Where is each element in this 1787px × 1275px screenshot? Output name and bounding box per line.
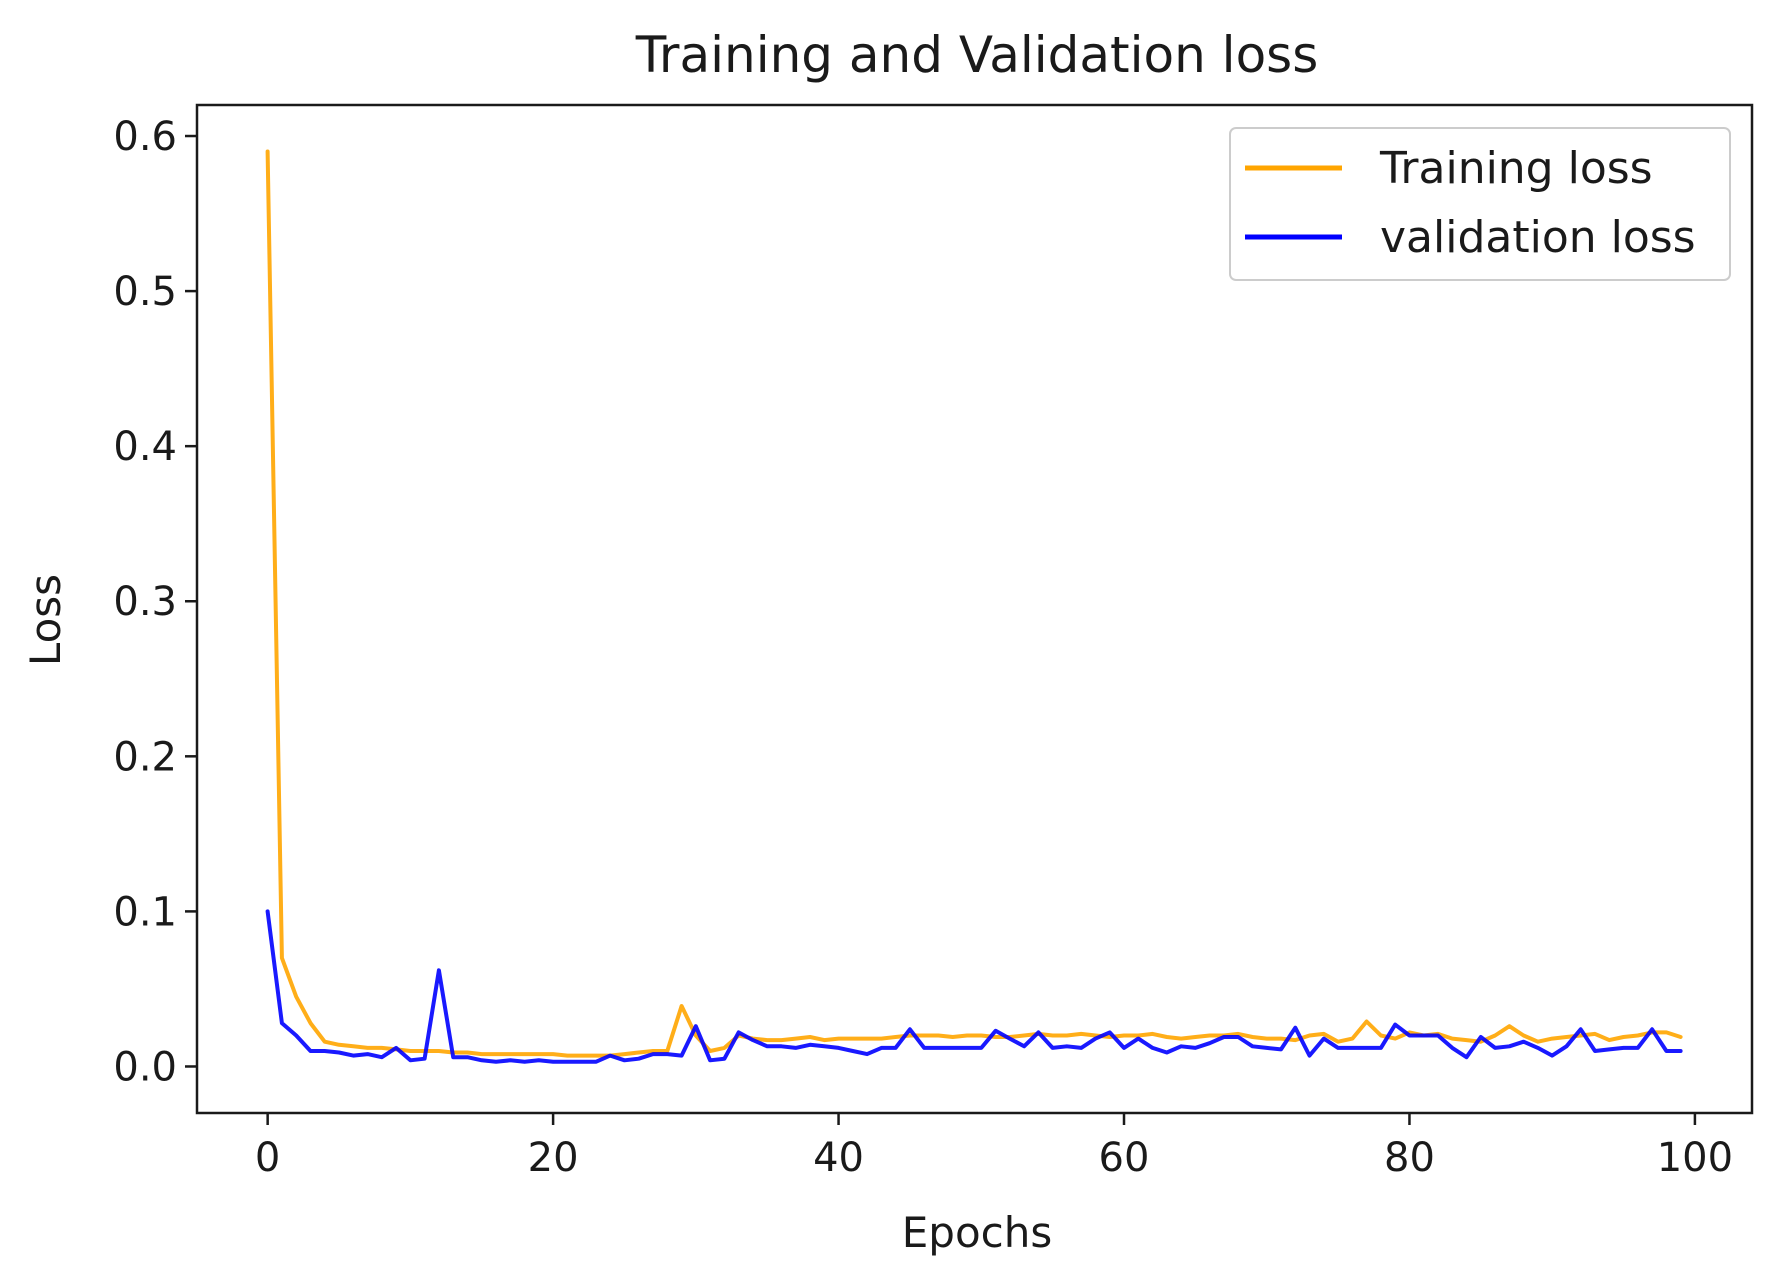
- x-tick-label: 100: [1657, 1135, 1733, 1181]
- validation-loss-line: [265, 909, 1683, 1064]
- y-axis: 0.0 0.1 0.2 0.3 0.4 0.5 0.6: [113, 114, 197, 1090]
- x-tick-label: 40: [813, 1135, 864, 1181]
- legend-box: [1229, 127, 1731, 281]
- x-axis: 0 20 40 60 80 100: [255, 1113, 1733, 1181]
- y-tick-label: 0.1: [113, 889, 177, 935]
- x-tick-label: 60: [1099, 1135, 1150, 1181]
- legend-label-training: Training loss: [1379, 143, 1653, 194]
- y-axis-label: Loss: [21, 574, 70, 666]
- x-tick-label: 20: [528, 1135, 579, 1181]
- y-tick-label: 0.4: [113, 424, 177, 470]
- y-tick-label: 0.6: [113, 114, 177, 160]
- legend-label-validation: validation loss: [1380, 212, 1696, 263]
- x-axis-label: Epochs: [902, 1208, 1053, 1257]
- chart-title: Training and Validation loss: [635, 26, 1319, 84]
- x-tick-label: 80: [1384, 1135, 1435, 1181]
- legend: Training loss validation loss: [1229, 127, 1731, 281]
- y-tick-label: 0.3: [113, 579, 177, 625]
- x-tick-label: 0: [255, 1135, 280, 1181]
- plot-area-frame: [195, 103, 1754, 1115]
- series-lines: [265, 149, 1683, 1064]
- training-loss-line: [265, 149, 1683, 1058]
- y-tick-label: 0.0: [113, 1044, 177, 1090]
- y-tick-label: 0.2: [113, 734, 177, 780]
- y-tick-label: 0.5: [113, 269, 177, 315]
